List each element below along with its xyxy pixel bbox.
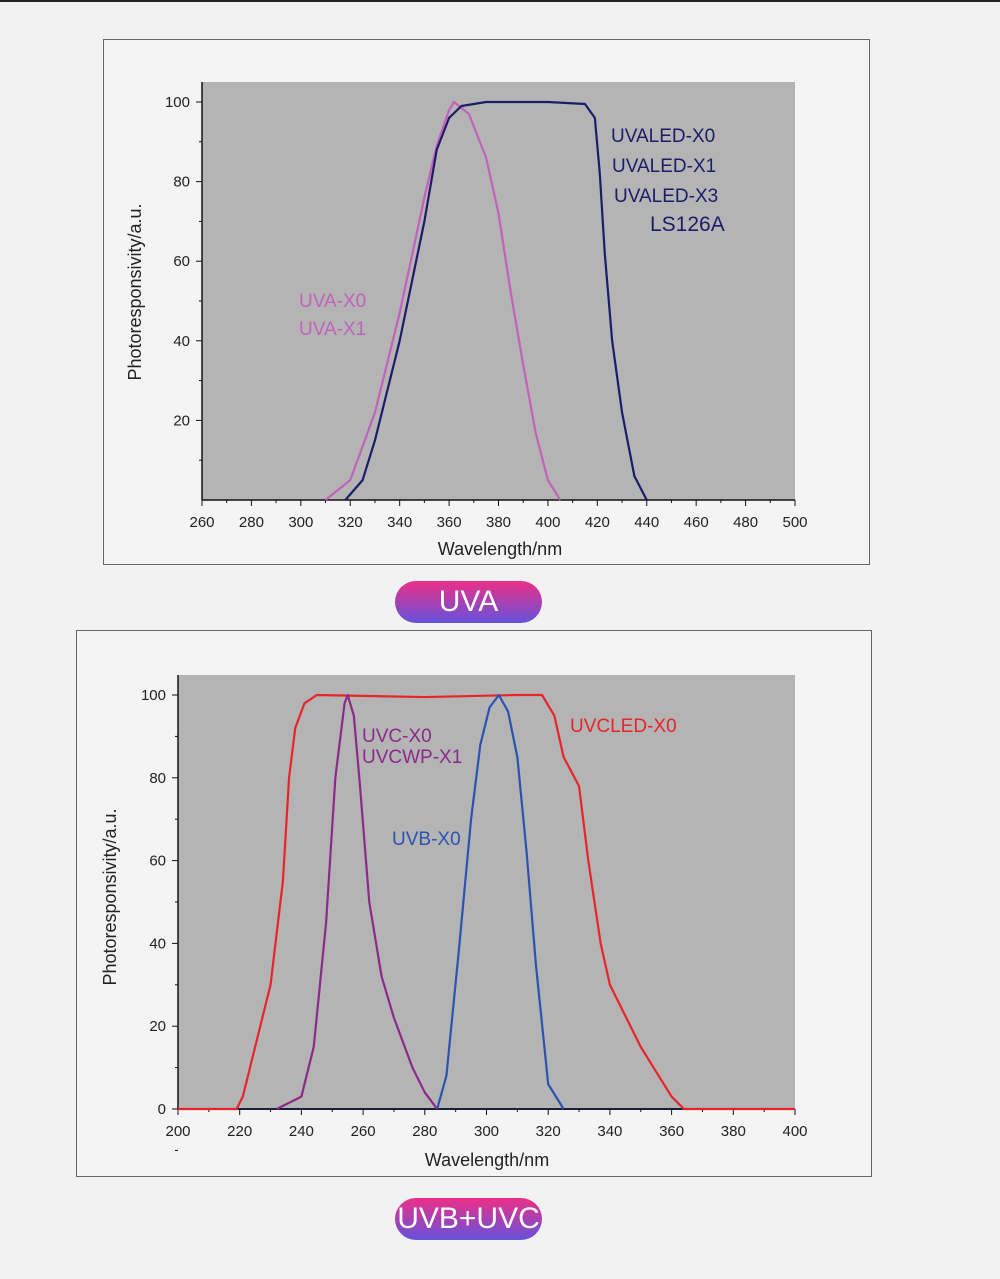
x-tick-label: 260: [189, 514, 214, 531]
x-tick-label: 360: [437, 514, 462, 531]
series-label: UVA-X1: [299, 319, 366, 340]
y-tick-label: 100: [165, 94, 190, 111]
x-tick-label: 320: [536, 1123, 561, 1140]
y-axis-label: Photoresponsivity/a.u.: [125, 203, 145, 380]
series-line: [324, 100, 562, 501]
series-label: UVALED-X0: [611, 126, 715, 147]
x-tick-label: 440: [634, 514, 659, 531]
x-tick-label: 240: [289, 1123, 314, 1140]
x-tick-label: 340: [387, 514, 412, 531]
series-line: [344, 100, 648, 501]
x-axis-label: Wavelength/nm: [438, 539, 562, 559]
x-tick-label: 260: [351, 1123, 376, 1140]
plot-area: [178, 675, 795, 1109]
x-axis-label: Wavelength/nm: [425, 1150, 549, 1170]
series-label: UVCLED-X0: [570, 716, 677, 737]
y-tick-label: 80: [149, 770, 166, 787]
series-label: UVALED-X3: [614, 186, 718, 207]
x-tick-label: 360: [659, 1123, 684, 1140]
y-tick-label: 60: [149, 853, 166, 870]
y-tick-label: 80: [173, 174, 190, 191]
y-tick-label: 60: [173, 253, 190, 270]
y-axis-label: Photoresponsivity/a.u.: [100, 808, 120, 985]
x-tick-label: 200: [165, 1123, 190, 1140]
series-line: [276, 693, 439, 1110]
series-label: UVA-X0: [299, 291, 366, 312]
y-tick-label: 40: [149, 935, 166, 952]
series-label: UVC-X0: [362, 726, 432, 747]
y-tick-label: 20: [149, 1018, 166, 1035]
x-tick-label: 400: [782, 1123, 807, 1140]
x-tick-label: 380: [721, 1123, 746, 1140]
y-tick-label: 0: [158, 1101, 166, 1118]
x-tick-label: 220: [227, 1123, 252, 1140]
x-tick-label: 500: [782, 514, 807, 531]
x-tick-label: 340: [597, 1123, 622, 1140]
plot-area: [202, 82, 795, 500]
x-tick-label: 320: [338, 514, 363, 531]
x-tick-label: 380: [486, 514, 511, 531]
series-label: UVALED-X1: [612, 156, 716, 177]
series-line: [178, 693, 795, 1111]
y-tick-label: 20: [173, 412, 190, 429]
x-tick-label: 460: [684, 514, 709, 531]
y-tick-label: 100: [141, 687, 166, 704]
x-tick-label: 300: [288, 514, 313, 531]
y-tick-label: 40: [173, 333, 190, 350]
uva-badge: UVA: [395, 581, 542, 623]
x-tick-label: 300: [474, 1123, 499, 1140]
series-label: UVCWP-X1: [362, 747, 462, 768]
series-line: [436, 693, 565, 1110]
x-tick-label: 280: [239, 514, 264, 531]
series-label: LS126A: [650, 213, 725, 236]
x-tick-label: 420: [585, 514, 610, 531]
x-tick-label: 400: [535, 514, 560, 531]
uvb-uvc-badge: UVB+UVC: [395, 1198, 542, 1240]
x-tick-label: 480: [733, 514, 758, 531]
x-tick-label: 280: [412, 1123, 437, 1140]
series-label: UVB-X0: [392, 829, 461, 850]
